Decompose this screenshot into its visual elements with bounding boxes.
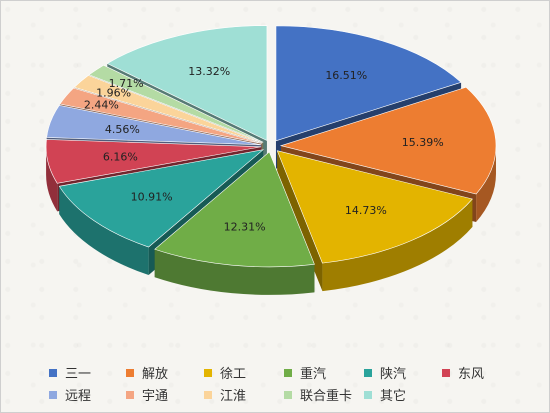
- legend-label: 宇通: [142, 389, 169, 404]
- slice-wall: [46, 146, 58, 212]
- legend-label: 徐工: [220, 367, 247, 382]
- slice-宇通: [59, 87, 262, 144]
- legend-row: 远程 宇通 江淮 联合重卡 其它: [1, 385, 550, 407]
- legend-item: 三一: [49, 363, 91, 382]
- legend-label: 解放: [142, 367, 169, 382]
- legend-item: 宇通: [126, 385, 168, 404]
- slice-东风: [45, 139, 262, 184]
- legend-label: 三一: [65, 367, 92, 382]
- data-label: 10.91%: [131, 191, 173, 204]
- slice-重汽: [154, 151, 315, 268]
- legend-item: 徐工: [204, 363, 246, 382]
- slice-徐工: [276, 150, 473, 264]
- data-label: 12.31%: [224, 221, 266, 234]
- data-label: 2.44%: [84, 98, 119, 111]
- legend-swatch: [204, 368, 212, 377]
- legend-item: 远程: [49, 385, 91, 404]
- slice-远程: [46, 105, 262, 146]
- data-label: 1.71%: [109, 77, 144, 90]
- legend-item: 其它: [364, 385, 406, 404]
- data-label: 6.16%: [103, 151, 138, 164]
- legend-swatch: [284, 368, 292, 377]
- data-label: 4.56%: [105, 123, 140, 136]
- data-label: 15.39%: [402, 136, 444, 149]
- legend-label: 重汽: [300, 367, 327, 382]
- slice-解放: [279, 86, 497, 195]
- legend-swatch: [364, 368, 372, 377]
- legend-swatch: [49, 368, 57, 377]
- legend-item: 解放: [126, 363, 168, 382]
- data-label: 14.73%: [345, 204, 387, 217]
- slice-wall: [476, 145, 496, 223]
- slice-tops: [45, 25, 497, 268]
- legend-label: 其它: [380, 389, 407, 404]
- legend-item: 联合重卡: [284, 385, 352, 404]
- legend-swatch: [442, 368, 450, 377]
- slice-wall: [322, 198, 473, 292]
- legend-swatch: [284, 390, 292, 399]
- legend-swatch: [126, 368, 134, 377]
- legend-label: 陕汽: [380, 367, 407, 382]
- slice-labels: 16.51% 15.39% 14.73% 12.31% 10.91% 6.16% 4.56%…: [84, 65, 444, 233]
- legend-swatch: [364, 390, 372, 399]
- slice-陕汽: [58, 149, 265, 248]
- data-label: 13.32%: [188, 65, 230, 78]
- legend-item: 陕汽: [364, 363, 406, 382]
- slice-wall: [154, 249, 315, 295]
- data-label: 1.96%: [96, 86, 131, 99]
- legend: 三一 解放 徐工 重汽 陕汽 东风 远程 宇通 江淮 联合重卡 其它: [1, 363, 550, 407]
- legend-label: 远程: [65, 389, 92, 404]
- pie-chart: 16.51% 15.39% 14.73% 12.31% 10.91% 6.16% 4.56%…: [45, 25, 497, 295]
- legend-row: 三一 解放 徐工 重汽 陕汽 东风: [1, 363, 550, 385]
- legend-swatch: [126, 390, 134, 399]
- legend-label: 东风: [458, 367, 485, 382]
- slice-三一: [275, 25, 462, 142]
- slice-wall: [59, 186, 149, 276]
- legend-item: 江淮: [204, 385, 246, 404]
- legend-item: 东风: [442, 363, 484, 382]
- slice-联合重卡: [88, 64, 264, 143]
- legend-swatch: [204, 390, 212, 399]
- legend-label: 联合重卡: [300, 389, 353, 404]
- data-label: 16.51%: [325, 69, 367, 82]
- slice-其它: [106, 25, 268, 141]
- legend-label: 江淮: [220, 389, 247, 404]
- slice-江淮: [73, 75, 263, 144]
- legend-item: 重汽: [284, 363, 326, 382]
- legend-swatch: [49, 390, 57, 399]
